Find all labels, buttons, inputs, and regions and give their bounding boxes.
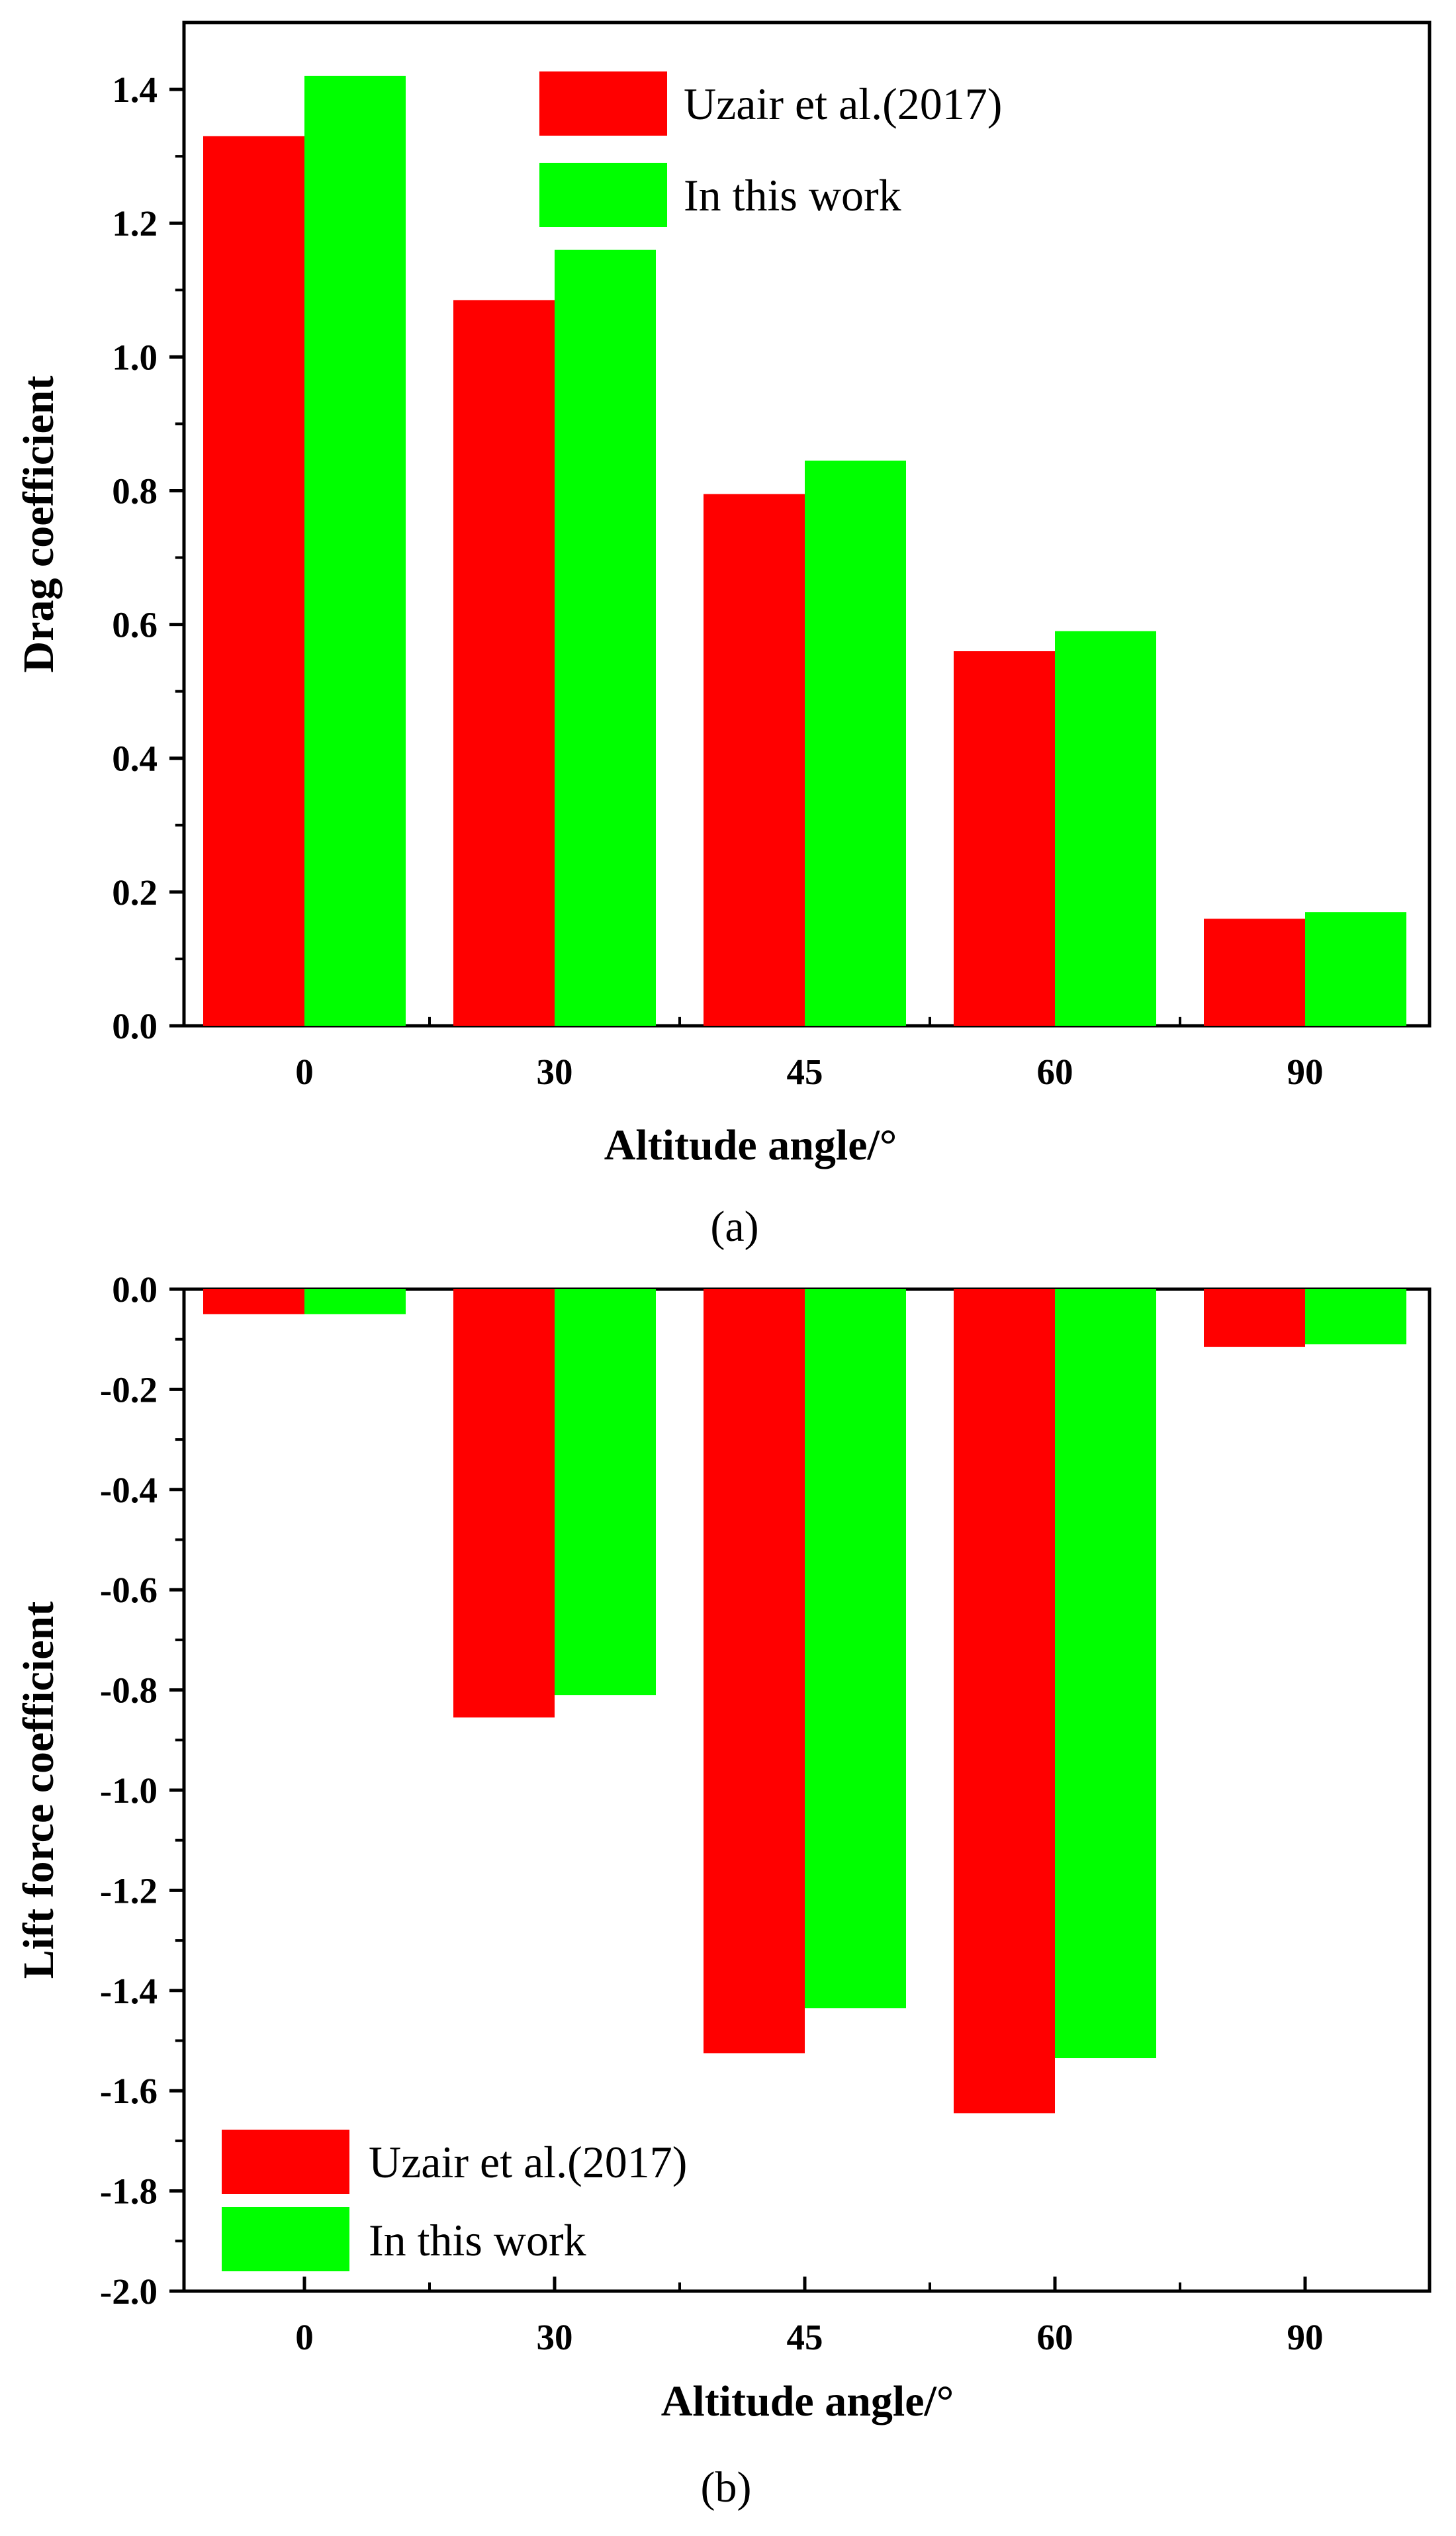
panel-b-label: (b) [701, 2463, 752, 2512]
panel-b-legend-swatch-this-work [222, 2207, 349, 2271]
panel-b-bar-this-work-45 [805, 1289, 906, 2009]
panel-a-bar-uzair-0 [203, 136, 304, 1026]
panel-a-bar-this-work-45 [805, 460, 906, 1026]
panel-a-y-tick-label: 0.0 [112, 1006, 158, 1046]
panel-b-y-tick-label: -0.6 [100, 1570, 158, 1610]
panel-a-y-tick-label: 0.8 [112, 471, 158, 511]
panel-b-y-tick-label: -0.4 [100, 1470, 158, 1510]
panel-a-bar-this-work-90 [1305, 912, 1406, 1026]
panel-a-legend-swatch-this-work [539, 163, 667, 227]
panel-a-legend: Uzair et al.(2017) In this work [539, 71, 1002, 227]
panel-b-bar-uzair-90 [1204, 1289, 1305, 1347]
panel-a-bar-this-work-30 [555, 249, 656, 1026]
panel-b: 0.0 -0.2 -0.4 -0.6 -0.8 -1.0 -1.2 -1.4 -1.6 -1.8 -… [15, 1269, 1432, 2512]
panel-b-legend-label-this-work: In this work [369, 2215, 586, 2265]
panel-a-bar-this-work-60 [1055, 631, 1156, 1026]
panel-b-bar-this-work-30 [555, 1289, 656, 1696]
panel-a-y-axis-title: Drag coefficient [15, 376, 63, 673]
panel-b-x-tick-label: 0 [295, 2317, 314, 2357]
panel-a-ytick-labels: 0.0 0.2 0.4 0.6 0.8 1.0 1.2 1.4 [112, 69, 158, 1046]
panel-a-x-axis-title: Altitude angle/° [604, 1121, 897, 1169]
panel-b-x-tick-label: 30 [537, 2317, 573, 2357]
panel-a-bars [203, 75, 1406, 1026]
panel-b-ticks [169, 1287, 1307, 2293]
panel-b-bar-this-work-60 [1055, 1289, 1156, 2058]
panel-a-y-tick-label: 1.0 [112, 337, 158, 377]
panel-b-y-axis-title: Lift force coefficient [15, 1602, 63, 1979]
panel-b-x-tick-label: 60 [1037, 2317, 1073, 2357]
panel-b-y-tick-label: -1.2 [100, 1870, 158, 1911]
panel-a-bar-uzair-45 [704, 494, 805, 1026]
panel-b-y-tick-label: -0.2 [100, 1369, 158, 1410]
panel-b-x-axis-title: Altitude angle/° [661, 2377, 954, 2425]
panel-a-bar-uzair-60 [954, 651, 1055, 1026]
panel-b-bars [203, 1289, 1406, 2114]
panel-a-x-tick-label: 0 [295, 1052, 314, 1092]
panel-a-x-tick-label: 60 [1037, 1052, 1073, 1092]
panel-b-x-tick-label: 90 [1287, 2317, 1324, 2357]
panel-a-xtick-labels: 0 30 45 60 90 [295, 1052, 1323, 1092]
panel-b-y-tick-label: -1.8 [100, 2171, 158, 2212]
panel-b-ytick-labels: 0.0 -0.2 -0.4 -0.6 -0.8 -1.0 -1.2 -1.4 -1.6 -1.8 -… [100, 1269, 158, 2312]
panel-a-legend-label-uzair: Uzair et al.(2017) [684, 79, 1002, 129]
panel-b-y-tick-label: -0.8 [100, 1670, 158, 1711]
panel-b-y-tick-label: -1.6 [100, 2071, 158, 2111]
panel-a-x-tick-label: 45 [787, 1052, 823, 1092]
panel-b-legend-swatch-uzair [222, 2130, 349, 2194]
panel-b-bar-uzair-0 [203, 1289, 304, 1314]
panel-a-bar-this-work-0 [304, 75, 406, 1026]
panel-a-legend-label-this-work: In this work [684, 170, 901, 220]
panel-b-xtick-labels: 0 30 45 60 90 [295, 2317, 1323, 2357]
panel-a-y-tick-label: 1.2 [112, 203, 158, 244]
panel-b-y-tick-label: -1.0 [100, 1770, 158, 1811]
panel-a-x-tick-label: 30 [537, 1052, 573, 1092]
panel-a-y-tick-label: 1.4 [112, 69, 158, 110]
panel-b-y-tick-label: -2.0 [100, 2271, 158, 2312]
panel-b-legend: Uzair et al.(2017) In this work [222, 2130, 687, 2271]
panel-a-y-tick-label: 0.2 [112, 872, 158, 913]
panel-a-legend-swatch-uzair [539, 71, 667, 136]
panel-a: 0.0 0.2 0.4 0.6 0.8 1.0 1.2 1.4 0 30 45 60 90 Drag … [15, 21, 1432, 1251]
panel-b-bar-this-work-90 [1305, 1289, 1406, 1345]
panel-b-bar-uzair-45 [704, 1289, 805, 2054]
panel-b-legend-label-uzair: Uzair et al.(2017) [369, 2137, 687, 2187]
panel-b-bar-this-work-0 [304, 1289, 406, 1314]
panel-a-x-tick-label: 90 [1287, 1052, 1324, 1092]
panel-a-bar-uzair-90 [1204, 919, 1305, 1026]
panel-a-y-tick-label: 0.6 [112, 605, 158, 645]
panel-a-y-tick-label: 0.4 [112, 739, 158, 779]
panel-a-label: (a) [710, 1202, 758, 1251]
panel-b-y-tick-label: -1.4 [100, 1971, 158, 2011]
panel-b-y-tick-label: 0.0 [112, 1269, 158, 1310]
panel-a-bar-uzair-30 [453, 300, 555, 1026]
panel-b-bar-uzair-30 [453, 1289, 555, 1718]
panel-b-x-tick-label: 45 [787, 2317, 823, 2357]
panel-b-bar-uzair-60 [954, 1289, 1055, 2114]
